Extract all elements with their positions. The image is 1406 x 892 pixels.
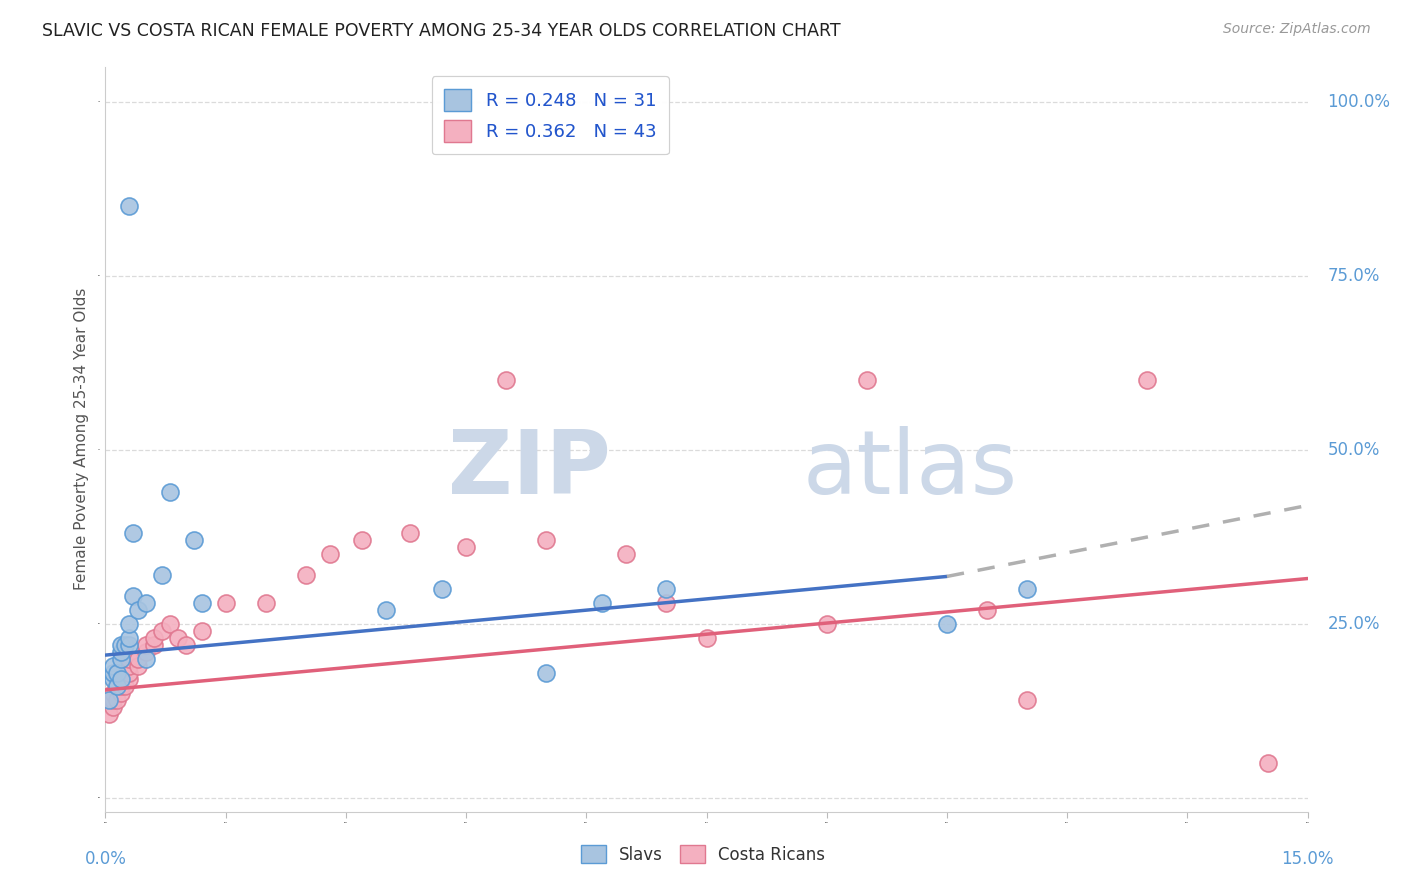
Point bbox=[127, 603, 149, 617]
Point bbox=[110, 638, 132, 652]
Point bbox=[350, 533, 373, 548]
Point bbox=[534, 533, 557, 548]
Point bbox=[655, 596, 678, 610]
Point bbox=[118, 631, 141, 645]
Point bbox=[174, 638, 197, 652]
Point bbox=[135, 651, 157, 665]
Text: ZIP: ZIP bbox=[447, 425, 610, 513]
Point bbox=[103, 693, 125, 707]
Point bbox=[135, 638, 157, 652]
Point bbox=[190, 596, 212, 610]
Text: 15.0%: 15.0% bbox=[1281, 850, 1334, 868]
Point bbox=[110, 673, 132, 687]
Legend: R = 0.248   N = 31, R = 0.362   N = 43: R = 0.248 N = 31, R = 0.362 N = 43 bbox=[432, 76, 669, 154]
Point bbox=[430, 582, 453, 596]
Legend: Slavs, Costa Ricans: Slavs, Costa Ricans bbox=[574, 838, 832, 871]
Point bbox=[103, 700, 125, 714]
Point bbox=[150, 568, 173, 582]
Point bbox=[103, 673, 125, 687]
Point bbox=[183, 533, 205, 548]
Point bbox=[616, 547, 638, 561]
Point bbox=[815, 616, 838, 631]
Point bbox=[254, 596, 277, 610]
Text: 75.0%: 75.0% bbox=[1327, 267, 1381, 285]
Point bbox=[159, 616, 181, 631]
Point bbox=[399, 526, 422, 541]
Point bbox=[495, 373, 517, 387]
Point bbox=[127, 658, 149, 673]
Point bbox=[135, 596, 157, 610]
Point bbox=[655, 582, 678, 596]
Point bbox=[110, 651, 132, 665]
Point bbox=[534, 665, 557, 680]
Point bbox=[936, 616, 959, 631]
Text: 0.0%: 0.0% bbox=[84, 850, 127, 868]
Point bbox=[118, 658, 141, 673]
Point bbox=[142, 638, 165, 652]
Text: 25.0%: 25.0% bbox=[1327, 615, 1381, 632]
Point bbox=[114, 638, 136, 652]
Point bbox=[214, 596, 236, 610]
Point bbox=[142, 631, 165, 645]
Point bbox=[110, 680, 132, 694]
Point bbox=[107, 680, 129, 694]
Point bbox=[696, 631, 718, 645]
Point bbox=[1017, 693, 1039, 707]
Point bbox=[855, 373, 877, 387]
Point bbox=[118, 673, 141, 687]
Point bbox=[118, 616, 141, 631]
Point bbox=[591, 596, 613, 610]
Point bbox=[1257, 756, 1279, 770]
Point bbox=[122, 589, 145, 603]
Y-axis label: Female Poverty Among 25-34 Year Olds: Female Poverty Among 25-34 Year Olds bbox=[75, 288, 89, 591]
Point bbox=[159, 484, 181, 499]
Point bbox=[166, 631, 188, 645]
Text: Source: ZipAtlas.com: Source: ZipAtlas.com bbox=[1223, 22, 1371, 37]
Point bbox=[122, 526, 145, 541]
Point bbox=[1136, 373, 1159, 387]
Point bbox=[1017, 582, 1039, 596]
Point bbox=[118, 665, 141, 680]
Point bbox=[107, 680, 129, 694]
Point bbox=[107, 665, 129, 680]
Point bbox=[110, 673, 132, 687]
Point bbox=[107, 693, 129, 707]
Point bbox=[103, 658, 125, 673]
Point bbox=[374, 603, 398, 617]
Point bbox=[118, 199, 141, 213]
Point bbox=[114, 680, 136, 694]
Point bbox=[135, 645, 157, 659]
Point bbox=[103, 665, 125, 680]
Point bbox=[110, 686, 132, 700]
Text: 100.0%: 100.0% bbox=[1327, 93, 1391, 111]
Point bbox=[295, 568, 318, 582]
Text: SLAVIC VS COSTA RICAN FEMALE POVERTY AMONG 25-34 YEAR OLDS CORRELATION CHART: SLAVIC VS COSTA RICAN FEMALE POVERTY AMO… bbox=[42, 22, 841, 40]
Point bbox=[110, 645, 132, 659]
Point bbox=[127, 651, 149, 665]
Point bbox=[150, 624, 173, 638]
Text: 50.0%: 50.0% bbox=[1327, 441, 1381, 458]
Point bbox=[118, 651, 141, 665]
Point bbox=[98, 693, 121, 707]
Point bbox=[454, 540, 477, 554]
Text: atlas: atlas bbox=[803, 425, 1018, 513]
Point bbox=[103, 686, 125, 700]
Point bbox=[190, 624, 212, 638]
Point bbox=[319, 547, 342, 561]
Point bbox=[118, 638, 141, 652]
Point bbox=[98, 707, 121, 722]
Point bbox=[976, 603, 998, 617]
